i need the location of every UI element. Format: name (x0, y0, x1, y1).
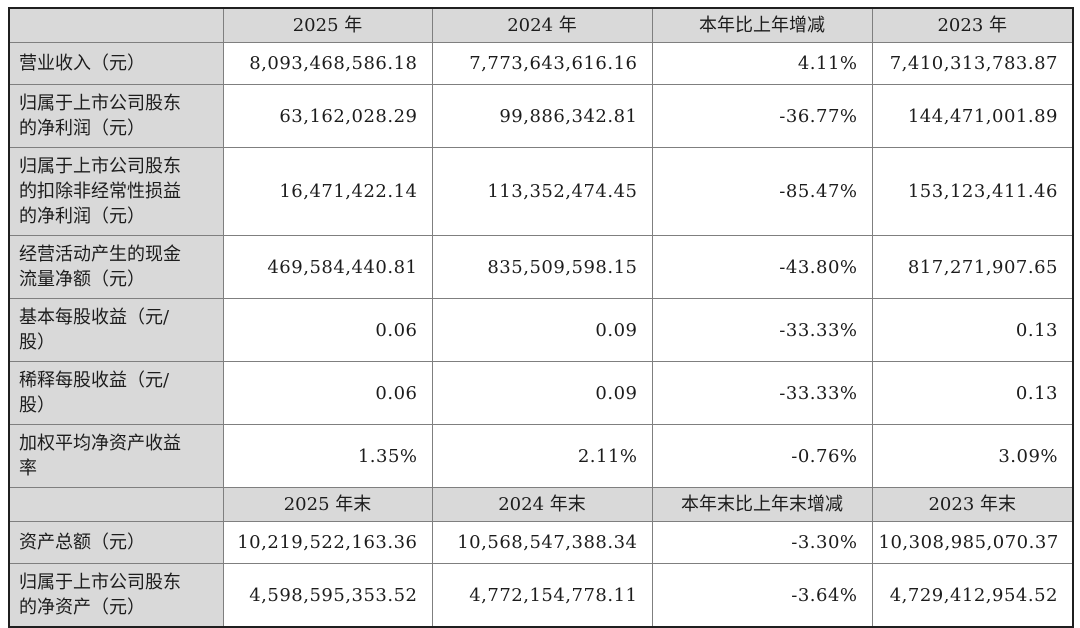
table-header-row-period-end: 2025 年末 2024 年末 本年末比上年末增减 2023 年末 (8, 487, 1074, 522)
table-row-total-assets: 资产总额（元） 10,219,522,163.36 10,568,547,388… (8, 521, 1074, 564)
value-2024: 835,509,598.15 (431, 235, 653, 299)
value-2024-end: 4,772,154,778.11 (431, 563, 653, 628)
header-cell-yoy-change: 本年比上年增减 (651, 7, 873, 43)
value-2025-end: 10,219,522,163.36 (222, 521, 433, 564)
value-end-yoy-change: -3.64% (651, 563, 873, 628)
row-label: 归属于上市公司股东 的净资产（元） (8, 563, 224, 628)
value-2024: 0.09 (431, 361, 653, 425)
table-row-net-profit-attributable: 归属于上市公司股东 的净利润（元） 63,162,028.29 99,886,3… (8, 84, 1074, 148)
financial-summary-table: 2025 年 2024 年 本年比上年增减 2023 年 营业收入（元） 8,0… (8, 7, 1074, 628)
row-label: 基本每股收益（元/ 股） (8, 298, 224, 362)
header-cell-2023-end: 2023 年末 (871, 487, 1074, 522)
row-label: 加权平均净资产收益 率 (8, 424, 224, 488)
value-2025: 1.35% (222, 424, 433, 488)
value-2024: 2.11% (431, 424, 653, 488)
value-2023: 3.09% (871, 424, 1074, 488)
table-row-basic-eps: 基本每股收益（元/ 股） 0.06 0.09 -33.33% 0.13 (8, 298, 1074, 362)
table-row-weighted-avg-roe: 加权平均净资产收益 率 1.35% 2.11% -0.76% 3.09% (8, 424, 1074, 488)
table-header-row-annual: 2025 年 2024 年 本年比上年增减 2023 年 (8, 7, 1074, 43)
value-2023-end: 10,308,985,070.37 (871, 521, 1074, 564)
value-2024: 7,773,643,616.16 (431, 42, 653, 85)
value-2023-end: 4,729,412,954.52 (871, 563, 1074, 628)
value-yoy-change: -36.77% (651, 84, 873, 148)
row-label: 归属于上市公司股东 的净利润（元） (8, 84, 224, 148)
header-cell-2025-end: 2025 年末 (222, 487, 433, 522)
header-cell-empty (8, 487, 224, 522)
header-cell-2023: 2023 年 (871, 7, 1074, 43)
value-yoy-change: 4.11% (651, 42, 873, 85)
value-2024-end: 10,568,547,388.34 (431, 521, 653, 564)
header-cell-2024-end: 2024 年末 (431, 487, 653, 522)
table-row-diluted-eps: 稀释每股收益（元/ 股） 0.06 0.09 -33.33% 0.13 (8, 361, 1074, 425)
table-row-operating-cash-flow: 经营活动产生的现金 流量净额（元） 469,584,440.81 835,509… (8, 235, 1074, 299)
value-yoy-change: -33.33% (651, 298, 873, 362)
value-yoy-change: -0.76% (651, 424, 873, 488)
value-yoy-change: -85.47% (651, 147, 873, 236)
value-2025: 0.06 (222, 361, 433, 425)
value-yoy-change: -43.80% (651, 235, 873, 299)
value-2023: 153,123,411.46 (871, 147, 1074, 236)
value-2025: 0.06 (222, 298, 433, 362)
value-end-yoy-change: -3.30% (651, 521, 873, 564)
value-2025: 469,584,440.81 (222, 235, 433, 299)
value-2023: 7,410,313,783.87 (871, 42, 1074, 85)
value-2024: 113,352,474.45 (431, 147, 653, 236)
value-2025: 63,162,028.29 (222, 84, 433, 148)
row-label: 归属于上市公司股东 的扣除非经常性损益 的净利润（元） (8, 147, 224, 236)
value-2025-end: 4,598,595,353.52 (222, 563, 433, 628)
row-label: 经营活动产生的现金 流量净额（元） (8, 235, 224, 299)
header-cell-end-yoy-change: 本年末比上年末增减 (651, 487, 873, 522)
value-2024: 99,886,342.81 (431, 84, 653, 148)
header-cell-empty (8, 7, 224, 43)
value-yoy-change: -33.33% (651, 361, 873, 425)
row-label: 稀释每股收益（元/ 股） (8, 361, 224, 425)
row-label: 营业收入（元） (8, 42, 224, 85)
value-2024: 0.09 (431, 298, 653, 362)
table-row-net-profit-excl-nonrecurring: 归属于上市公司股东 的扣除非经常性损益 的净利润（元） 16,471,422.1… (8, 147, 1074, 236)
value-2025: 16,471,422.14 (222, 147, 433, 236)
value-2023: 817,271,907.65 (871, 235, 1074, 299)
value-2025: 8,093,468,586.18 (222, 42, 433, 85)
header-cell-2025: 2025 年 (222, 7, 433, 43)
table-row-net-assets-attributable: 归属于上市公司股东 的净资产（元） 4,598,595,353.52 4,772… (8, 563, 1074, 628)
value-2023: 0.13 (871, 361, 1074, 425)
row-label: 资产总额（元） (8, 521, 224, 564)
header-cell-2024: 2024 年 (431, 7, 653, 43)
table-row-operating-revenue: 营业收入（元） 8,093,468,586.18 7,773,643,616.1… (8, 42, 1074, 85)
value-2023: 0.13 (871, 298, 1074, 362)
value-2023: 144,471,001.89 (871, 84, 1074, 148)
